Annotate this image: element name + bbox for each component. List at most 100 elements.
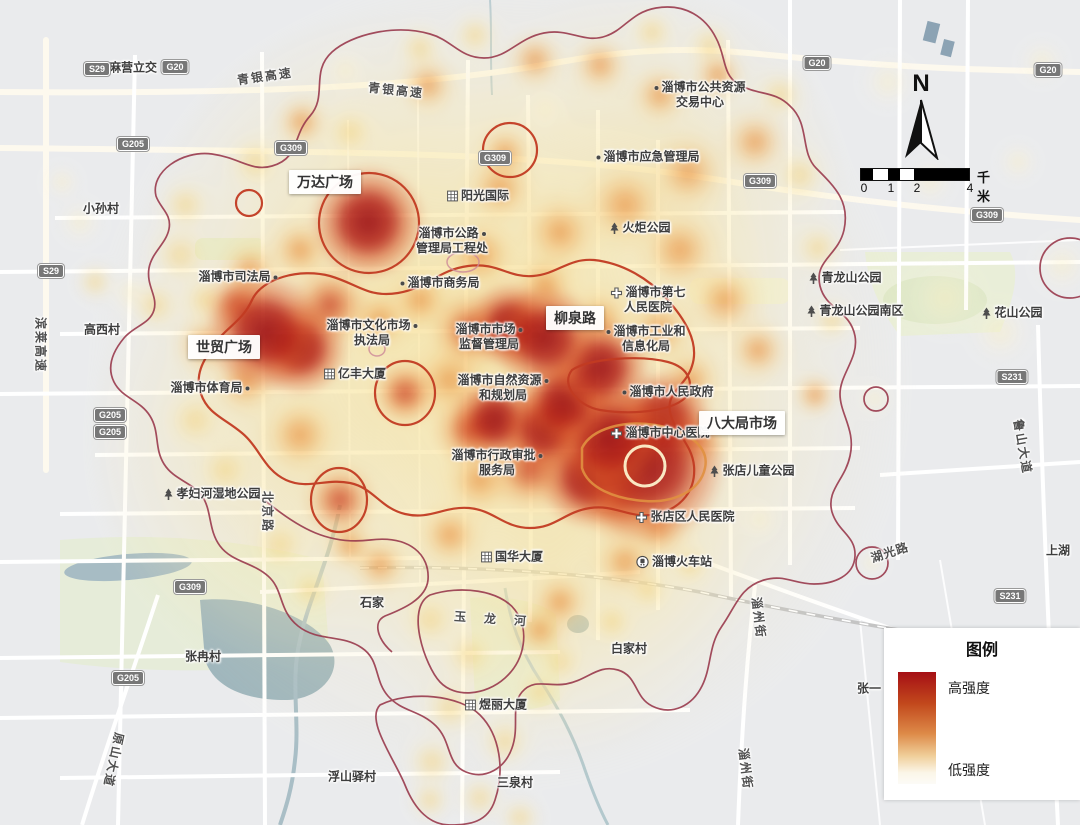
poi-text: 孝妇河湿地公园 [176, 486, 261, 501]
scale-seg [888, 169, 900, 180]
poi-label: 淄博市人民政府 [622, 385, 714, 400]
poi-text: 淄博市体育局 [170, 380, 243, 395]
poi-label: 孝妇河湿地公园 [163, 486, 261, 502]
tree-icon [808, 272, 818, 284]
poi-text: 淄博火车站 [651, 554, 713, 569]
poi-label: 青龙山公园 [808, 270, 882, 286]
poi-label: 张店儿童公园 [709, 463, 795, 479]
dot-icon [273, 275, 278, 279]
poi-text: 交易中心 [675, 95, 725, 109]
route-shield: G205 [111, 671, 145, 685]
boxed-label: 世贸广场 [188, 335, 260, 359]
north-label: N [912, 70, 930, 97]
poi-label: 淄博市商务局 [400, 275, 480, 291]
poi-label: 淄博市文化市场 执法局 [326, 318, 418, 348]
poi-label: 阳光国际 [447, 189, 509, 204]
route-shield: S29 [83, 62, 111, 76]
poi-label: 张店区人民医院 [635, 509, 735, 525]
dot-icon [400, 281, 405, 285]
legend-gradient-bar [898, 672, 936, 784]
poi-text: 淄博市公共资源 [661, 80, 746, 94]
poi-label: 亿丰大厦 [324, 367, 386, 382]
scale-tick: 0 [860, 181, 868, 195]
place-label: 白家村 [610, 641, 648, 656]
tree-icon [609, 222, 619, 234]
poi-text: 煜丽大厦 [478, 697, 528, 712]
building-icon [447, 190, 458, 202]
road-label: 滨莱高速 [33, 316, 48, 374]
scale-unit: 千米 [977, 170, 991, 204]
dot-icon [413, 323, 418, 328]
poi-label: 淄博市自然资源 和规划局 [457, 373, 549, 403]
building-icon [465, 699, 476, 711]
building-icon [481, 551, 492, 563]
poi-text: 青龙山公园 [821, 270, 882, 285]
train-icon [636, 555, 649, 569]
poi-label: 淄博市应急管理局 [596, 149, 700, 165]
route-shield: G205 [116, 137, 150, 151]
route-shield: S231 [996, 370, 1028, 384]
route-shield: G205 [93, 408, 127, 422]
route-shield: G309 [743, 174, 777, 188]
north-arrow: N [897, 70, 945, 165]
poi-label: 淄博市公共资源 交易中心 [654, 80, 746, 110]
poi-label: 淄博市司法局 [198, 269, 278, 285]
place-label: 高西村 [83, 322, 121, 337]
poi-label: 淄博市第七 人民医院 [610, 285, 686, 315]
road-label: 原山大道 [100, 731, 127, 789]
route-shield: G20 [161, 60, 189, 74]
poi-label: 淄博市市场 监督管理局 [455, 322, 523, 352]
scale-bar-segments: 千米 [860, 168, 990, 204]
legend: 图例 高强度 低强度 [884, 628, 1080, 800]
dot-icon [606, 329, 611, 334]
scale-tick: 4 [966, 181, 974, 195]
dot-icon [538, 453, 543, 458]
poi-text: 淄博市市场 [455, 322, 516, 336]
poi-label: 花山公园 [981, 306, 1043, 321]
place-label: 浮山驿村 [327, 769, 377, 784]
poi-text: 淄博市应急管理局 [603, 149, 700, 164]
route-shield: S29 [37, 264, 65, 278]
route-shield: G309 [970, 208, 1004, 222]
dot-icon [596, 155, 601, 159]
legend-title: 图例 [965, 642, 998, 659]
scale-tick: 2 [913, 181, 921, 195]
scale-seg [861, 169, 873, 180]
poi-label: 淄博市公路 管理局工程处 [416, 226, 488, 256]
poi-text: 信息化局 [621, 339, 671, 353]
place-label: 三泉村 [496, 775, 534, 790]
cross-icon [610, 427, 623, 439]
cross-icon [610, 286, 623, 299]
dot-icon [245, 386, 250, 390]
tree-icon [709, 465, 719, 477]
poi-label: 国华大厦 [481, 550, 543, 565]
poi-text: 淄博市公路 [418, 226, 479, 240]
place-label: 小孙村 [82, 201, 120, 216]
poi-text: 张店儿童公园 [722, 463, 795, 478]
poi-text: 人民医院 [623, 300, 673, 314]
place-label: 上湖 [1045, 543, 1071, 558]
route-shield: G309 [274, 141, 308, 155]
scale-ticks: 0 1 2 4 [860, 181, 980, 195]
poi-label: 淄博市工业和 信息化局 [606, 324, 686, 354]
poi-label: 青龙山公园南区 [806, 304, 904, 319]
road-label: 青银高速 [367, 80, 425, 101]
compass-icon [905, 99, 939, 162]
poi-label: 淄博火车站 [636, 555, 712, 570]
poi-text: 张店区人民医院 [650, 509, 735, 524]
road-label: 鲁山大道 [1010, 418, 1035, 476]
route-shield: S231 [994, 589, 1026, 603]
poi-text: 淄博市商务局 [407, 275, 480, 290]
scale-seg [914, 169, 969, 180]
poi-text: 淄博市司法局 [198, 269, 271, 284]
poi-text: 阳光国际 [460, 188, 510, 203]
poi-text: 淄博市文化市场 [326, 318, 411, 332]
poi-text: 管理局工程处 [415, 241, 489, 255]
place-label: 张一 [856, 681, 882, 696]
place-label: 麻营立交 [108, 60, 158, 75]
road-label: 北京路 [260, 490, 275, 534]
dot-icon [654, 85, 659, 90]
legend-high-label: 高强度 [948, 680, 990, 696]
cross-icon [635, 511, 648, 523]
